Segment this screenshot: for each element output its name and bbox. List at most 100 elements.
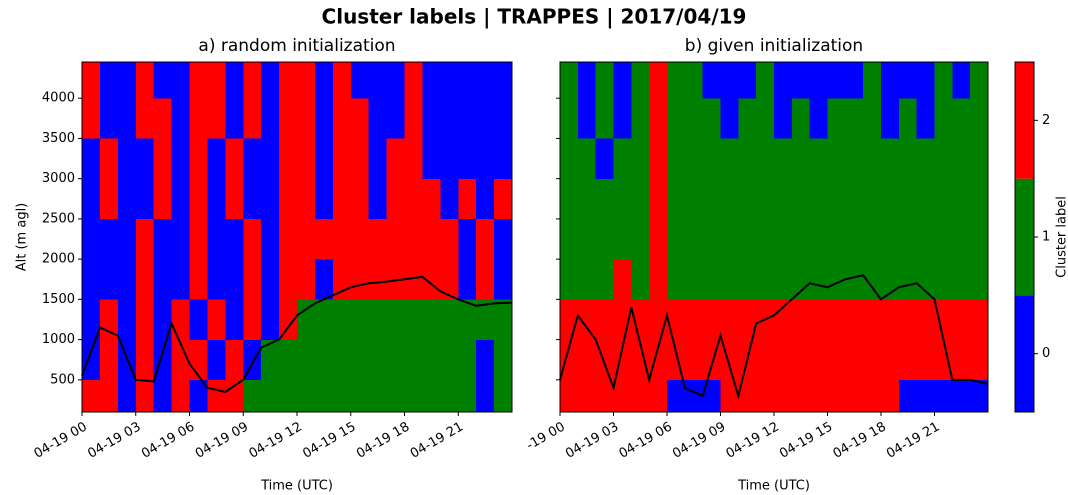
cell — [952, 379, 971, 413]
cell — [649, 98, 668, 139]
cell — [952, 98, 971, 139]
cell — [279, 259, 298, 300]
cell — [809, 62, 828, 99]
cell — [720, 218, 739, 260]
cell — [494, 98, 513, 139]
x-tick-label: -19 00 — [524, 420, 568, 454]
cell — [458, 218, 477, 260]
cell — [702, 138, 721, 179]
x-tick-label: 04-19 12 — [247, 420, 305, 462]
cell — [577, 299, 596, 340]
cell — [560, 218, 579, 260]
cell — [720, 138, 739, 179]
cell — [135, 178, 154, 220]
x-tick-label: 04-19 09 — [670, 420, 728, 462]
cell — [494, 218, 513, 260]
cell — [970, 178, 989, 220]
cell — [297, 339, 316, 381]
cell — [225, 98, 244, 139]
cell — [613, 379, 632, 413]
x-tick-label: 04-19 06 — [617, 420, 675, 462]
cell — [756, 218, 775, 260]
cell — [440, 379, 459, 413]
cell — [577, 339, 596, 381]
x-tick-label: 04-19 03 — [563, 420, 621, 462]
cell — [560, 259, 579, 300]
cell — [791, 339, 810, 381]
cell — [577, 379, 596, 413]
cell — [82, 178, 101, 220]
cell — [386, 299, 405, 340]
cell — [476, 339, 495, 381]
cell — [440, 218, 459, 260]
cell — [881, 218, 900, 260]
cell — [297, 379, 316, 413]
cell — [314, 62, 334, 99]
cell — [738, 62, 757, 99]
cell — [476, 62, 495, 99]
cell — [135, 299, 154, 340]
cell — [225, 339, 244, 381]
cell — [667, 218, 686, 260]
cell — [314, 379, 334, 413]
cell — [82, 62, 101, 99]
cell — [684, 379, 703, 413]
cell — [827, 178, 846, 220]
cell — [189, 98, 208, 139]
cell — [458, 299, 477, 340]
cell — [791, 62, 810, 99]
cell — [952, 299, 971, 340]
cell — [898, 178, 917, 220]
cell — [99, 178, 119, 220]
cell — [791, 259, 810, 300]
cell — [368, 299, 387, 340]
cell — [649, 379, 668, 413]
cell — [386, 178, 405, 220]
cell — [560, 138, 579, 179]
cell — [934, 62, 953, 99]
cell — [916, 178, 935, 220]
cell — [863, 138, 882, 179]
cell — [684, 339, 703, 381]
cell — [649, 339, 668, 381]
cell — [135, 98, 154, 139]
cell — [827, 339, 846, 381]
cell — [99, 218, 119, 260]
cell — [171, 379, 190, 413]
cell — [577, 178, 596, 220]
cell — [386, 62, 405, 99]
cell — [261, 218, 280, 260]
cell — [476, 299, 495, 340]
cell — [898, 138, 917, 179]
cell — [631, 339, 650, 381]
cell — [404, 379, 423, 413]
cell — [243, 98, 262, 139]
cell — [631, 98, 650, 139]
cell — [613, 218, 632, 260]
cell — [135, 218, 154, 260]
cell — [99, 379, 119, 413]
cell — [756, 178, 775, 220]
cell — [225, 62, 244, 99]
cell — [476, 218, 495, 260]
cell — [560, 62, 579, 99]
cell — [791, 218, 810, 260]
cell — [386, 339, 405, 381]
cell — [261, 299, 280, 340]
cell — [440, 62, 459, 99]
cell — [153, 138, 172, 179]
cell — [297, 138, 316, 179]
cell — [332, 62, 352, 99]
cell — [153, 379, 172, 413]
cell — [809, 138, 828, 179]
cell — [404, 218, 423, 260]
cell — [225, 259, 244, 300]
cell — [827, 218, 846, 260]
cell — [350, 138, 369, 179]
cell — [279, 62, 298, 99]
cell — [684, 299, 703, 340]
cell — [560, 299, 579, 340]
colorbar-tick-label: 0 — [1042, 346, 1050, 361]
cell — [667, 259, 686, 300]
cell — [881, 339, 900, 381]
